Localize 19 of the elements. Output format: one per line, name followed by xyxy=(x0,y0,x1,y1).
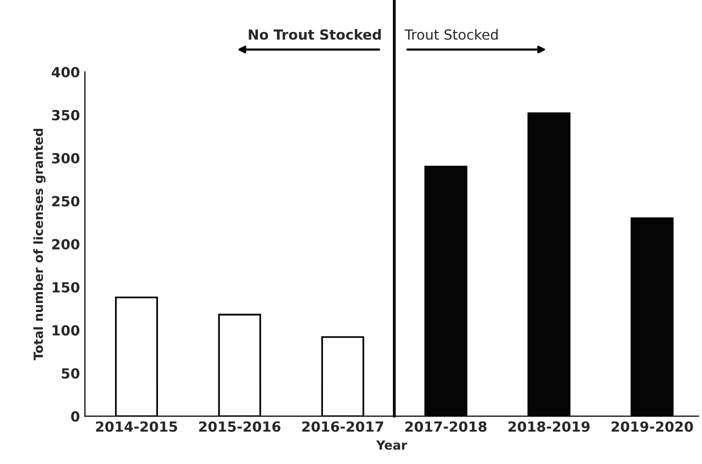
x-tick-label: 2018-2019 xyxy=(508,421,590,432)
y-tick-label: 400 xyxy=(52,66,80,78)
x-tick-label: 2019-2020 xyxy=(612,421,693,432)
y-tick-label: 250 xyxy=(52,196,80,206)
y-tick-label: 0 xyxy=(71,411,80,422)
text: Trout Stocked xyxy=(404,29,498,40)
x-tick-label: 2016-2017 xyxy=(302,421,384,432)
y-tick-label: 150 xyxy=(52,282,80,293)
y-tick-label: 300 xyxy=(52,152,80,164)
y-tick-label: 350 xyxy=(52,110,80,120)
y-axis-title: Total number of licenses granted xyxy=(33,128,46,360)
y-tick-label: 200 xyxy=(52,239,80,250)
text: No Trout Stocked xyxy=(248,29,381,40)
x-axis-title: Year xyxy=(376,440,408,450)
x-tick-label: 2017-2018 xyxy=(405,421,487,432)
x-tick-label: 2014-2015 xyxy=(96,421,178,432)
y-tick-label: 50 xyxy=(62,368,80,379)
y-tick-label: 100 xyxy=(52,325,80,336)
x-tick-label: 2015-2016 xyxy=(199,421,280,432)
